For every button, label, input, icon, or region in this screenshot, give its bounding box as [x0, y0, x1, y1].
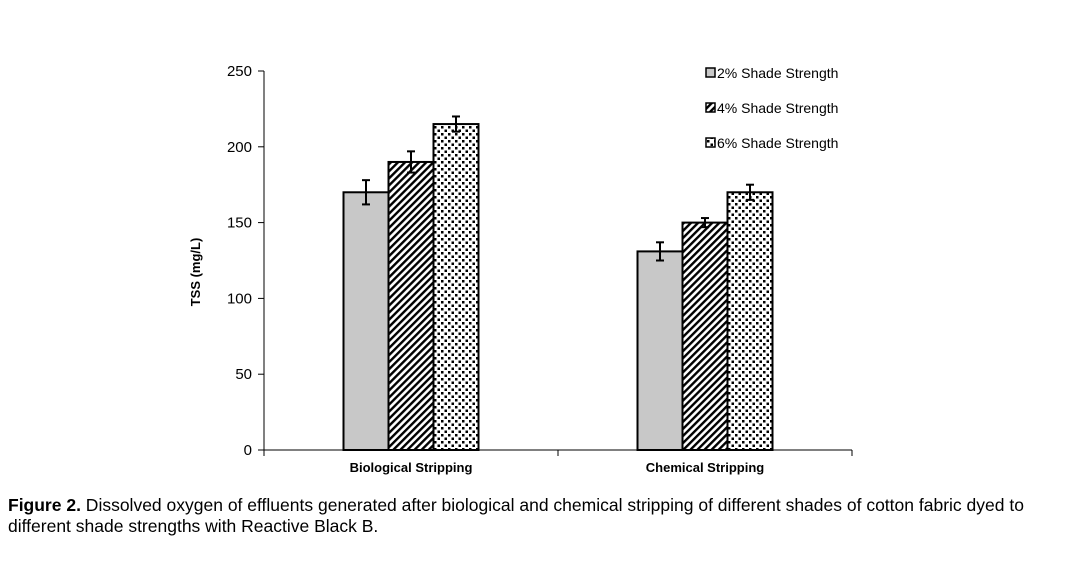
- bar: [681, 221, 729, 451]
- caption-label: Figure 2.: [8, 495, 81, 515]
- bar: [387, 160, 435, 452]
- figure-caption: Figure 2. Dissolved oxygen of effluents …: [8, 495, 1058, 537]
- legend-label: 6% Shade Strength: [717, 135, 838, 151]
- x-axis: Biological Stripping Chemical Stripping: [263, 449, 853, 475]
- bar: [432, 123, 480, 451]
- legend-swatch: [705, 102, 716, 113]
- y-tick-label: 0: [244, 442, 252, 459]
- bar: [726, 191, 774, 451]
- legend-label: 2% Shade Strength: [717, 65, 838, 81]
- y-tick-label: 250: [227, 63, 252, 80]
- y-tick-label: 200: [227, 139, 252, 156]
- y-tick-label: 150: [227, 215, 252, 232]
- bars: [342, 123, 774, 452]
- legend-swatch: [705, 137, 716, 148]
- caption-text: Dissolved oxygen of effluents generated …: [8, 495, 1024, 536]
- x-category-label: Chemical Stripping: [646, 460, 765, 475]
- y-axis-label: TSS (mg/L): [188, 238, 203, 307]
- legend-label: 4% Shade Strength: [717, 100, 838, 116]
- bar: [342, 191, 390, 451]
- y-tick-label: 50: [235, 366, 252, 383]
- legend: 2% Shade Strength 4% Shade Strength 6% Sha…: [705, 65, 838, 151]
- y-tick-label: 100: [227, 290, 252, 307]
- error-bars: [362, 115, 754, 262]
- chart: 0 50 100 150 200 250 Biological Stripping Chem…: [188, 63, 853, 475]
- y-axis: 0 50 100 150 200 250: [227, 63, 265, 459]
- bar: [636, 250, 684, 451]
- x-category-label: Biological Stripping: [350, 460, 473, 475]
- legend-swatch: [705, 67, 716, 78]
